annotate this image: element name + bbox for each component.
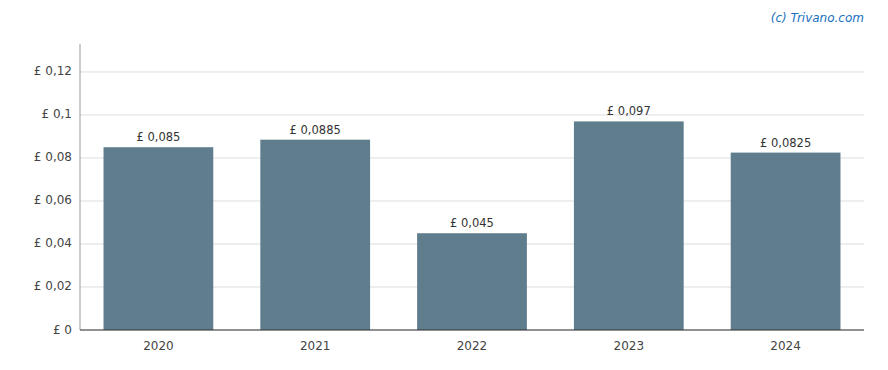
chart: £ 0 £ 0,02 £ 0,04 £ 0,06 £ 0,08 £ 0,1 £ 0,12 20… [0, 0, 888, 370]
data-label: £ 0,097 [607, 104, 651, 118]
y-axis: £ 0 £ 0,02 £ 0,04 £ 0,06 £ 0,08 £ 0,1 £ 0,12 [34, 44, 80, 337]
grid [80, 72, 864, 330]
x-tick-label: 2021 [300, 339, 331, 353]
x-tick-label: 2022 [457, 339, 488, 353]
data-label: £ 0,0885 [290, 123, 341, 137]
watermark: (c) Trivano.com [771, 11, 864, 25]
bar [574, 121, 684, 330]
x-axis-line [80, 330, 864, 331]
x-axis: 2020 2021 2022 2023 2024 [143, 339, 801, 353]
y-tick-label: £ 0,02 [34, 279, 72, 293]
data-label: £ 0,085 [136, 130, 180, 144]
y-tick-label: £ 0,04 [34, 236, 72, 250]
bar [104, 147, 214, 330]
y-tick-label: £ 0,06 [34, 193, 72, 207]
data-label: £ 0,0825 [760, 136, 811, 150]
bar [417, 233, 527, 330]
y-axis-line [80, 44, 81, 330]
x-tick-label: 2023 [614, 339, 645, 353]
grid-line [80, 330, 864, 331]
grid-line [80, 114, 864, 115]
bars [104, 121, 841, 330]
x-tick-label: 2024 [770, 339, 801, 353]
y-tick-label: £ 0 [53, 323, 72, 337]
bar [260, 140, 370, 330]
grid-line [80, 71, 864, 72]
data-labels: £ 0,085 £ 0,0885 £ 0,045 £ 0,097 £ 0,0825 [136, 104, 811, 230]
y-tick-label: £ 0,1 [41, 107, 72, 121]
y-tick-label: £ 0,08 [34, 150, 72, 164]
x-tick-label: 2020 [143, 339, 174, 353]
data-label: £ 0,045 [450, 216, 494, 230]
chart-container: £ 0 £ 0,02 £ 0,04 £ 0,06 £ 0,08 £ 0,1 £ 0,12 20… [0, 0, 888, 370]
bar [731, 153, 841, 330]
y-tick-label: £ 0,12 [34, 64, 72, 78]
